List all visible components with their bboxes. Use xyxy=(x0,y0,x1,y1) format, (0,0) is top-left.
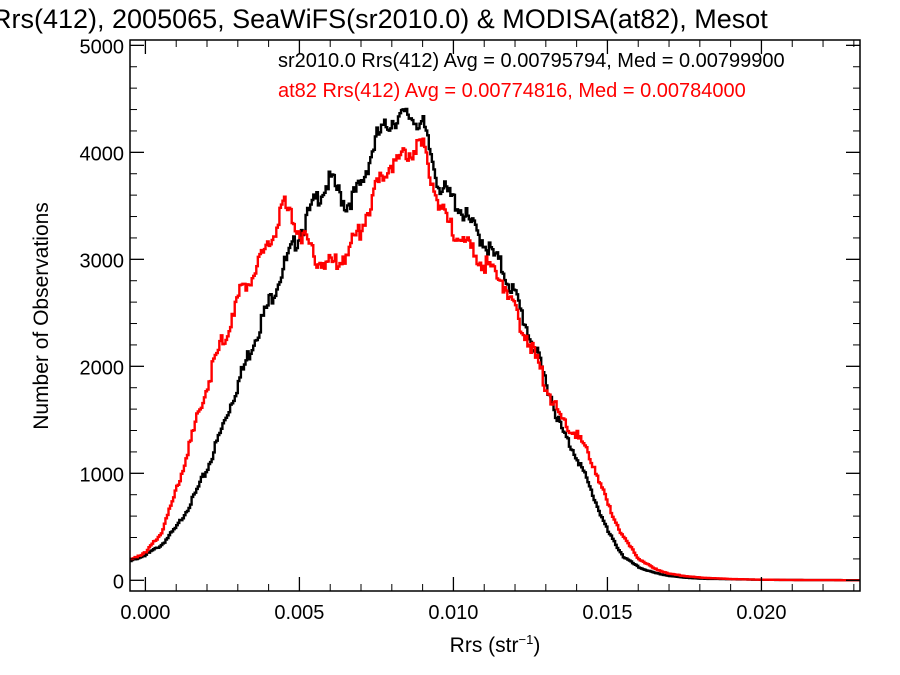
y-tick-label: 2000 xyxy=(80,357,125,379)
x-tick-label: 0.000 xyxy=(120,602,170,624)
x-axis-label-close: ) xyxy=(533,634,540,657)
chart-title: Rrs(412), 2005065, SeaWiFS(sr2010.0) & M… xyxy=(0,4,768,34)
x-tick-label: 0.005 xyxy=(274,602,324,624)
x-axis-label-main: Rrs (str xyxy=(450,634,519,657)
x-tick-label: 0.015 xyxy=(582,602,632,624)
y-tick-label: 4000 xyxy=(80,143,125,165)
y-tick-label: 5000 xyxy=(80,36,125,58)
x-axis-label-superscript: −1 xyxy=(519,632,534,647)
x-axis-ticks: 0.000 0.005 0.010 0.015 0.020 xyxy=(120,40,855,624)
y-tick-label: 3000 xyxy=(80,250,125,272)
x-tick-label: 0.020 xyxy=(736,602,786,624)
y-tick-label: 1000 xyxy=(80,464,125,486)
series-annotation-red: at82 Rrs(412) Avg = 0.00774816, Med = 0.… xyxy=(278,80,746,102)
y-tick-label: 0 xyxy=(113,571,124,593)
x-axis-label: Rrs (str−1) xyxy=(450,632,541,657)
series-annotation-black: sr2010.0 Rrs(412) Avg = 0.00795794, Med … xyxy=(278,50,785,72)
y-axis-ticks: 0 1000 2000 3000 4000 5000 xyxy=(80,36,860,593)
plot-series-group xyxy=(130,107,860,582)
y-axis-label: Number of Observations xyxy=(30,202,53,430)
plot-frame xyxy=(129,39,861,592)
x-tick-label: 0.010 xyxy=(428,602,478,624)
series-line-red xyxy=(130,137,860,582)
